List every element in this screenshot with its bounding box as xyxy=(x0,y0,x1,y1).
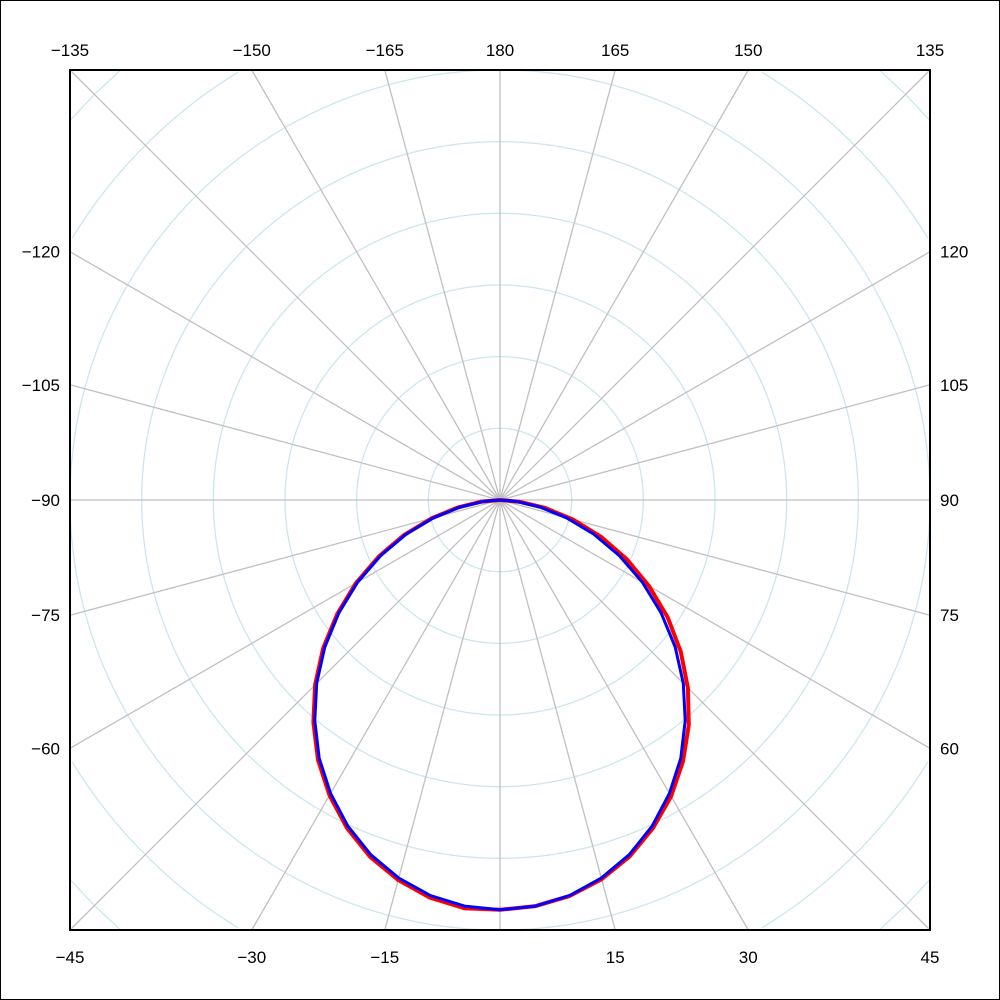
angle-label-bottom: −30 xyxy=(237,948,266,967)
angle-label-right: 75 xyxy=(940,606,959,625)
angle-label-top: −150 xyxy=(233,41,271,60)
angle-label-left: −105 xyxy=(22,376,60,395)
angle-label-top: 180 xyxy=(486,41,514,60)
angle-label-bottom: 45 xyxy=(921,948,940,967)
grid-spoke xyxy=(499,499,931,749)
angle-label-top: −135 xyxy=(51,41,89,60)
angle-label-right: 90 xyxy=(940,491,959,510)
grid-spoke xyxy=(69,499,501,749)
grid-spoke xyxy=(499,499,931,931)
angle-label-top: 150 xyxy=(734,41,762,60)
angle-label-bottom: −45 xyxy=(56,948,85,967)
plot-frame xyxy=(69,69,931,931)
grid-spoke xyxy=(69,499,501,931)
angle-label-top: −165 xyxy=(366,41,404,60)
grid-spoke xyxy=(384,499,501,931)
grid-spoke xyxy=(499,251,931,501)
series-line-1 xyxy=(313,498,687,912)
angle-label-left: −120 xyxy=(22,243,60,262)
angle-label-bottom: −15 xyxy=(370,948,399,967)
angle-label-right: 120 xyxy=(940,243,968,262)
grid-spoke xyxy=(251,69,501,501)
grid-spoke xyxy=(384,69,501,501)
grid-spoke xyxy=(69,384,501,501)
angle-label-left: −90 xyxy=(31,491,60,510)
grid-spoke xyxy=(499,499,749,931)
grid-spoke xyxy=(499,69,931,501)
grid-spoke xyxy=(69,69,501,501)
angle-label-left: −60 xyxy=(31,739,60,758)
angle-label-right: 105 xyxy=(940,376,968,395)
angle-label-right: 60 xyxy=(940,739,959,758)
angle-label-bottom: 30 xyxy=(739,948,758,967)
grid-spoke xyxy=(499,69,616,501)
angle-label-bottom: 15 xyxy=(606,948,625,967)
angle-label-left: −75 xyxy=(31,606,60,625)
grid-spoke xyxy=(499,69,749,501)
angle-label-top: 165 xyxy=(601,41,629,60)
grid-spoke xyxy=(69,251,501,501)
grid xyxy=(69,69,931,931)
grid-spoke xyxy=(499,499,616,931)
grid-spoke xyxy=(251,499,501,931)
grid-spoke xyxy=(499,384,931,501)
angle-label-top: 135 xyxy=(916,41,944,60)
